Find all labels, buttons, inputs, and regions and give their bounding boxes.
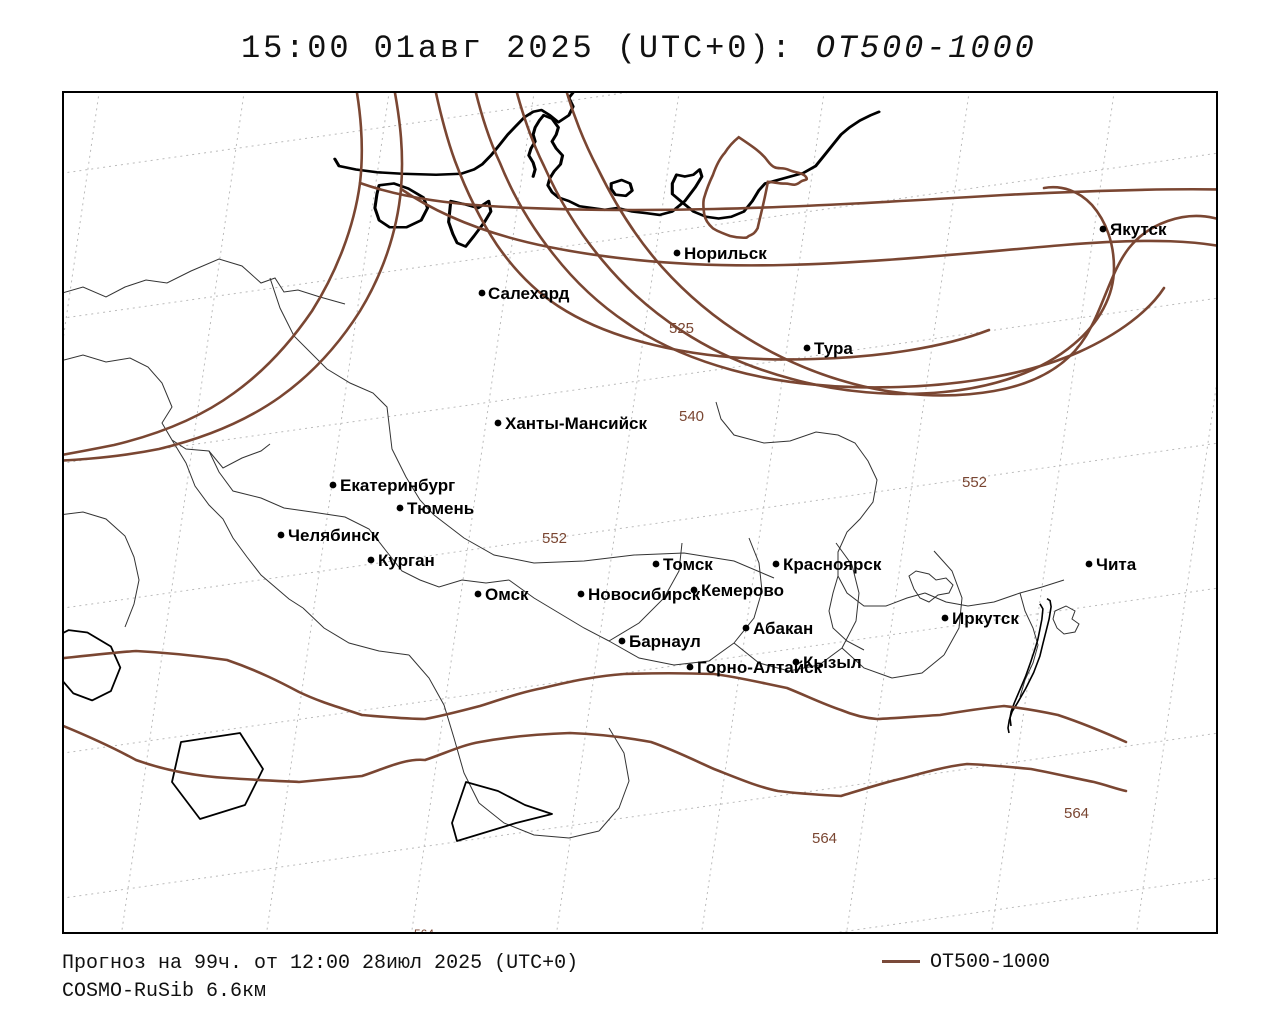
svg-text:Тура: Тура	[814, 339, 853, 358]
svg-text:Новосибирск: Новосибирск	[588, 585, 701, 604]
svg-text:Салехард: Салехард	[488, 284, 570, 303]
svg-text:Тюмень: Тюмень	[407, 499, 474, 518]
svg-text:Курган: Курган	[378, 551, 435, 570]
svg-text:Томск: Томск	[663, 555, 713, 574]
svg-text:Абакан: Абакан	[753, 619, 813, 638]
svg-text:Кызыл: Кызыл	[803, 653, 862, 672]
svg-text:Кемерово: Кемерово	[701, 581, 784, 600]
svg-text:564: 564	[1064, 805, 1089, 822]
svg-text:564: 564	[414, 927, 434, 934]
svg-text:525: 525	[669, 320, 694, 337]
svg-text:552: 552	[962, 474, 987, 491]
svg-text:Ханты-Мансийск: Ханты-Мансийск	[505, 414, 647, 433]
svg-text:552: 552	[542, 530, 567, 547]
svg-text:540: 540	[679, 408, 704, 425]
svg-text:Чита: Чита	[1096, 555, 1137, 574]
svg-text:Якутск: Якутск	[1110, 220, 1167, 239]
svg-text:Норильск: Норильск	[684, 244, 767, 263]
svg-text:Красноярск: Красноярск	[783, 555, 882, 574]
svg-text:Екатеринбург: Екатеринбург	[340, 476, 455, 495]
svg-text:564: 564	[812, 830, 837, 847]
svg-text:Омск: Омск	[485, 585, 529, 604]
svg-text:Барнаул: Барнаул	[629, 632, 701, 651]
svg-text:Иркутск: Иркутск	[952, 609, 1019, 628]
svg-text:Челябинск: Челябинск	[288, 526, 380, 545]
